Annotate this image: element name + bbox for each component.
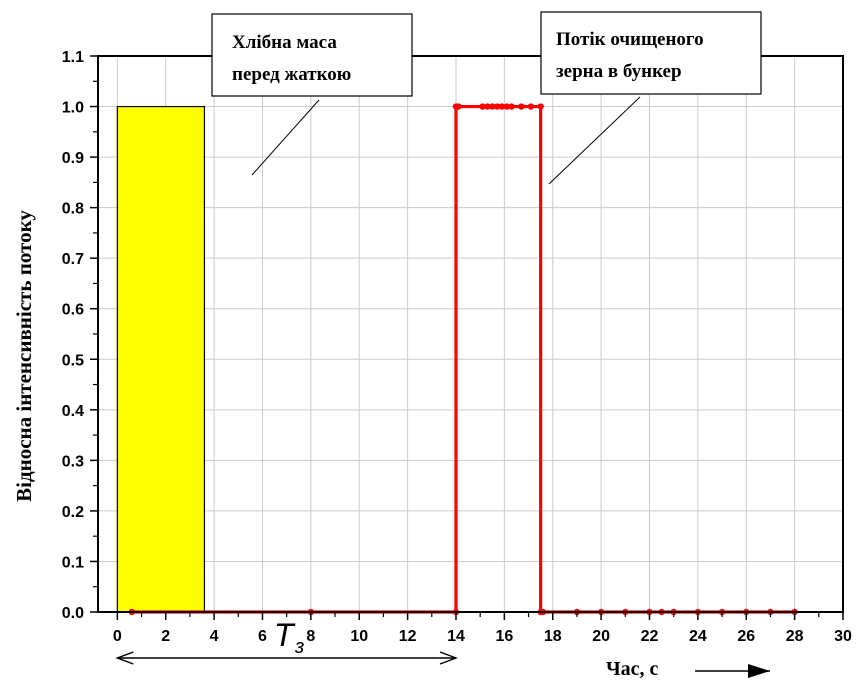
- y-tick-label: 0.6: [62, 302, 84, 319]
- series-point: [493, 103, 501, 110]
- x-axis-title-group: Час, с: [606, 658, 770, 680]
- series-point: [503, 103, 510, 110]
- annotation-2-line-1: Потік очищеного: [556, 29, 704, 50]
- x-tick-label: 24: [689, 628, 707, 645]
- x-tick-label: 26: [737, 628, 755, 645]
- x-tick-label: 14: [447, 628, 465, 645]
- annotation-1-leader: [251, 99, 320, 176]
- annotation-1-line-1: Хлібна маса: [232, 32, 337, 53]
- series-point: [518, 103, 525, 110]
- annotation-1-box: [211, 13, 413, 97]
- series-point: [489, 103, 496, 110]
- series-point: [508, 103, 515, 110]
- x-tick-label: 22: [641, 628, 659, 645]
- y-tick-label: 1.1: [62, 49, 84, 66]
- y-tick-label: 0.9: [62, 150, 84, 167]
- interval-label: T: [274, 617, 296, 653]
- series-point: [498, 103, 506, 110]
- time-arrow-head: [748, 664, 770, 678]
- x-tick-label: 4: [210, 628, 219, 645]
- annotation-2-leader: [548, 96, 641, 185]
- x-tick-label: 20: [592, 628, 610, 645]
- x-tick-label: 10: [350, 628, 368, 645]
- interval-arrow-head-right: [439, 651, 458, 665]
- y-tick-label: 0.0: [62, 605, 84, 622]
- y-tick-label: 1.0: [62, 100, 84, 117]
- interval-arrow-head-left: [115, 651, 134, 665]
- annotation-2: Потік очищеного зерна в бункер: [540, 11, 762, 185]
- x-tick-label: 2: [161, 628, 170, 645]
- x-tick-label: 16: [495, 628, 513, 645]
- annotation-1-line-2: перед жаткою: [232, 64, 351, 85]
- y-tick-label: 0.1: [62, 554, 84, 571]
- ticks: 0 2 4 6 8 10 12 14 16 18 20 22 24 26 28 300.00.10.20.30…: [62, 49, 852, 645]
- x-tick-label: 6: [258, 628, 267, 645]
- annotation-1: Хлібна маса перед жаткою: [211, 13, 413, 176]
- series-point: [455, 103, 462, 110]
- interval-marker: T з: [115, 617, 458, 665]
- y-tick-label: 0.7: [62, 251, 84, 268]
- x-axis-title: Час, с: [606, 658, 659, 680]
- x-tick-label: 12: [399, 628, 417, 645]
- series-point: [484, 103, 491, 110]
- series-point: [527, 103, 535, 110]
- x-tick-label: 30: [834, 628, 852, 645]
- series-point: [537, 103, 544, 110]
- series-point: [479, 103, 486, 110]
- y-axis-title: Відносна інтенсивність потоку: [12, 210, 36, 502]
- yellow-area: [116, 105, 206, 613]
- annotation-2-box: [540, 11, 762, 95]
- y-tick-label: 0.3: [62, 453, 84, 470]
- x-tick-label: 18: [544, 628, 562, 645]
- annotation-2-line-2: зерна в бункер: [556, 61, 682, 82]
- x-tick-label: 28: [786, 628, 804, 645]
- interval-label-subscript: з: [294, 636, 304, 658]
- y-tick-label: 0.2: [62, 504, 84, 521]
- y-tick-label: 0.4: [62, 403, 84, 420]
- y-tick-label: 0.5: [62, 352, 84, 369]
- grid: [98, 55, 844, 613]
- y-tick-label: 0.8: [62, 201, 84, 218]
- plot-frame: [97, 55, 844, 613]
- x-tick-label: 8: [306, 628, 315, 645]
- x-tick-label: 0: [113, 628, 122, 645]
